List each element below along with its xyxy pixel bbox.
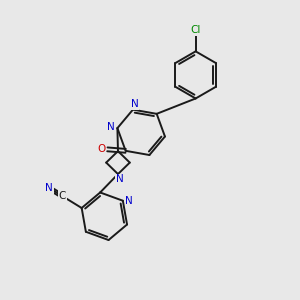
- Text: N: N: [107, 122, 115, 132]
- Text: C: C: [59, 191, 66, 201]
- Text: N: N: [130, 99, 138, 109]
- Text: N: N: [45, 183, 53, 193]
- Text: N: N: [125, 196, 133, 206]
- Text: Cl: Cl: [190, 25, 201, 35]
- Text: O: O: [98, 144, 106, 154]
- Text: N: N: [116, 174, 123, 184]
